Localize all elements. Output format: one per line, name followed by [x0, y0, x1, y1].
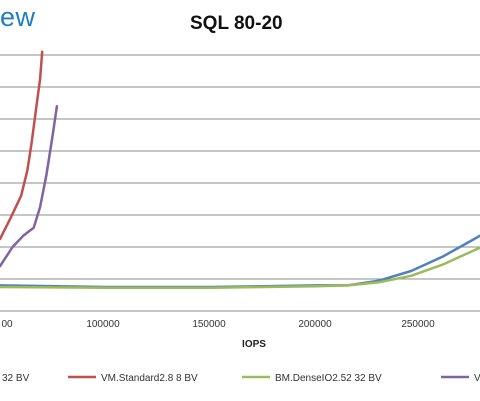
legend-label-2: BM.DenseIO2.52 32 BV [275, 373, 382, 384]
series-lines [0, 50, 480, 290]
x-tick-label: 150000 [192, 319, 226, 330]
series-line-2 [0, 246, 480, 290]
legend-label-1: VM.Standard2.8 8 BV [101, 373, 198, 384]
legend-label-3: VM [474, 373, 480, 384]
series-line-3 [0, 104, 59, 268]
x-tick-label: 100000 [86, 319, 120, 330]
x-axis: 00 100000 150000 200000 250000 [1, 319, 435, 330]
header-partial-text: ew [0, 2, 36, 32]
series-line-1 [0, 50, 44, 241]
gridlines [0, 54, 480, 312]
chart-title: SQL 80-20 [190, 13, 283, 34]
legend: 32 BV VM.Standard2.8 8 BV BM.DenseIO2.52 3… [2, 373, 480, 384]
x-tick-label: 250000 [401, 319, 435, 330]
x-tick-label: 200000 [298, 319, 332, 330]
x-axis-label: IOPS [242, 339, 266, 350]
legend-label-0: 32 BV [2, 373, 30, 384]
x-tick-label: 00 [1, 319, 13, 330]
